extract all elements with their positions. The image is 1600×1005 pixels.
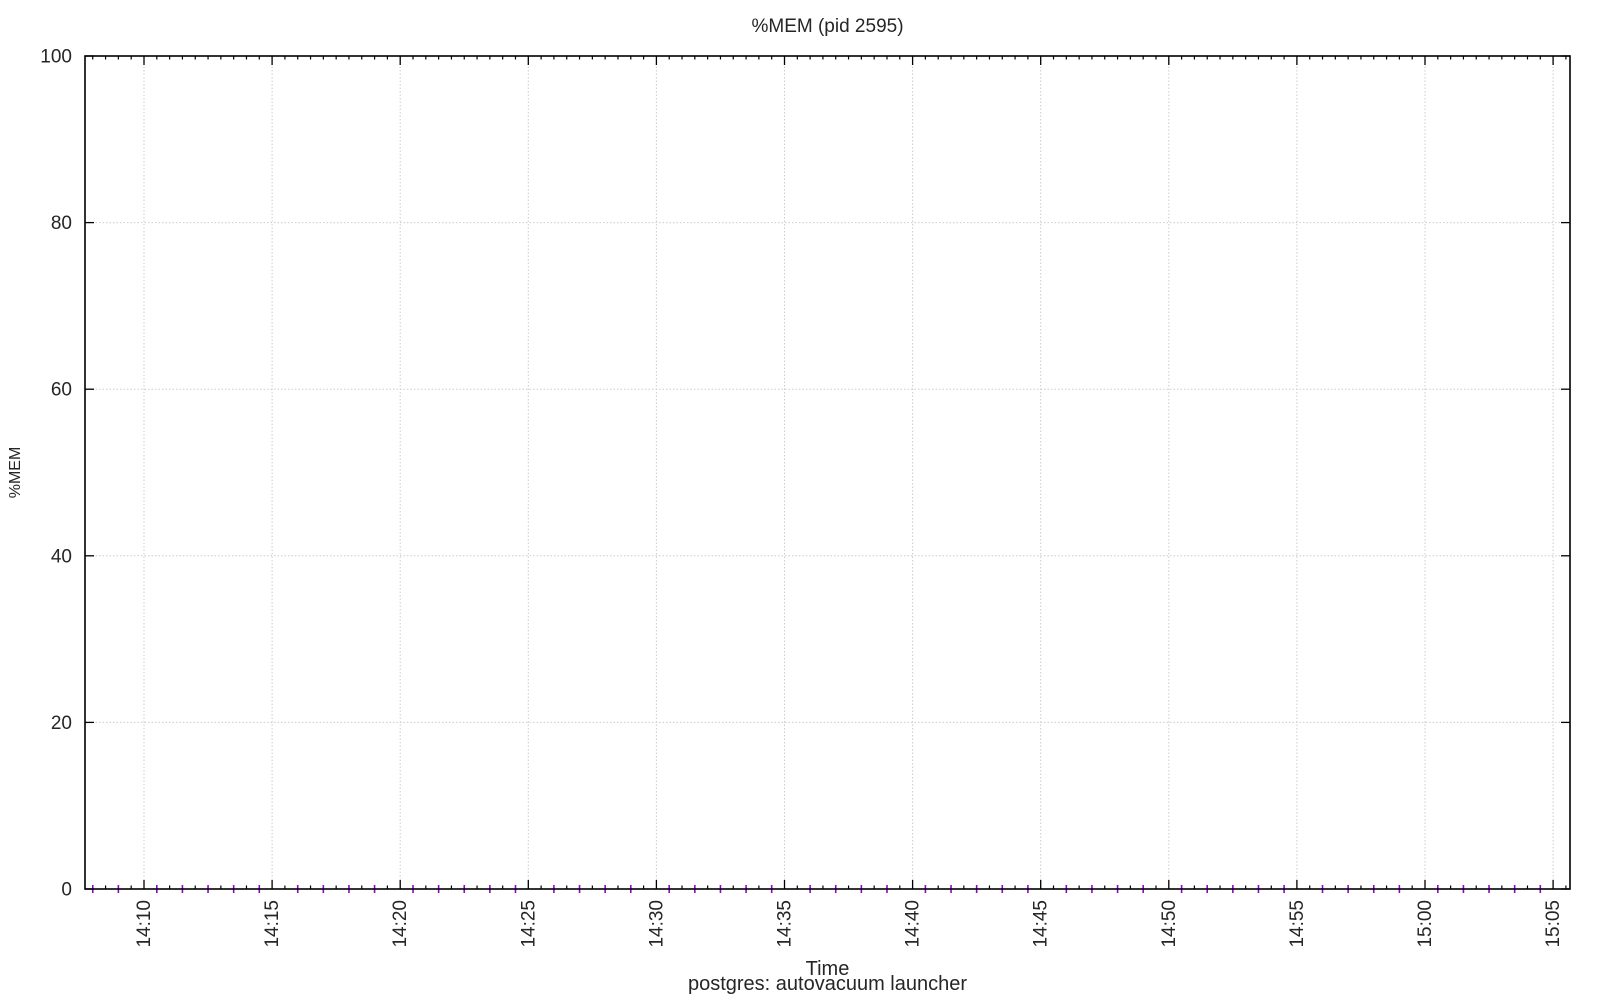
svg-text:14:40: 14:40: [903, 900, 924, 948]
svg-text:100: 100: [40, 47, 72, 68]
svg-text:14:30: 14:30: [646, 900, 667, 948]
svg-text:15:00: 15:00: [1415, 900, 1436, 948]
svg-text:0: 0: [61, 880, 72, 901]
svg-text:14:20: 14:20: [390, 900, 411, 948]
svg-text:14:55: 14:55: [1287, 900, 1308, 948]
svg-text:14:25: 14:25: [518, 900, 539, 948]
svg-text:60: 60: [51, 380, 72, 401]
svg-text:postgres: autovacuum launcher: postgres: autovacuum launcher: [688, 973, 967, 995]
svg-text:20: 20: [51, 713, 72, 734]
svg-text:14:10: 14:10: [134, 900, 155, 948]
svg-text:80: 80: [51, 213, 72, 234]
svg-text:14:35: 14:35: [775, 900, 796, 948]
svg-text:14:15: 14:15: [262, 900, 283, 948]
svg-text:%MEM: %MEM: [7, 447, 24, 499]
svg-text:14:45: 14:45: [1031, 900, 1052, 948]
svg-text:%MEM (pid 2595): %MEM (pid 2595): [751, 16, 903, 37]
svg-text:15:05: 15:05: [1543, 900, 1564, 948]
svg-text:14:50: 14:50: [1159, 900, 1180, 948]
svg-text:40: 40: [51, 546, 72, 567]
